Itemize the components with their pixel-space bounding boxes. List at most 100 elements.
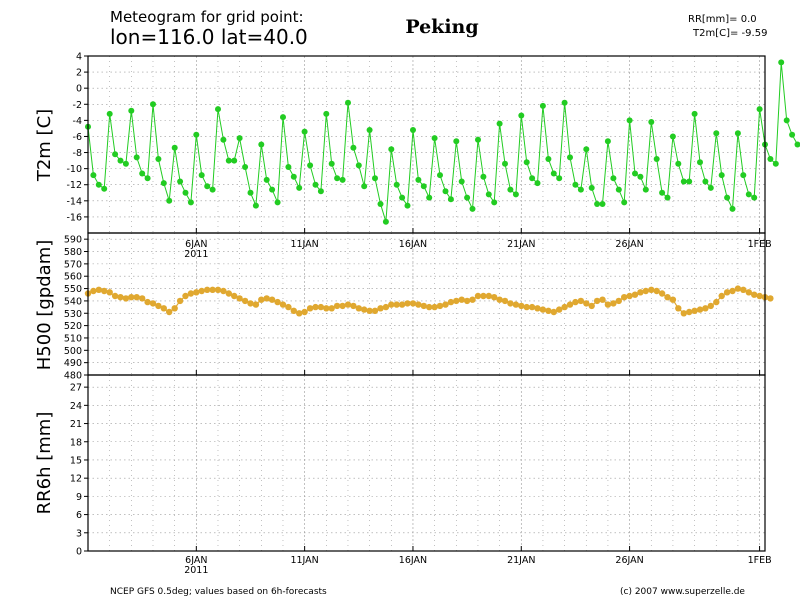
t2m-point [280,114,286,121]
h500-point [572,298,579,306]
t2m-point [751,194,758,201]
t2m-point [122,160,129,167]
t2m-point [339,176,346,183]
h500-point [166,308,173,316]
h500-point [556,306,563,313]
t2m-point [604,138,611,145]
t2m-point [659,189,666,196]
t2m-point [328,160,335,167]
t2m-point [734,130,741,137]
h500-point [675,305,682,312]
h500-point [90,287,97,295]
h500-point [160,305,167,312]
y-tick-label: 15 [70,455,82,466]
h500-point [447,298,455,306]
t2m-point [642,186,649,193]
h500-point [561,303,568,311]
t2m-point [366,127,373,133]
x-tick-label: 1FEB [748,555,772,566]
h500-point [518,302,525,310]
t2m-point [312,181,319,188]
t2m-point [258,141,265,148]
x-tick-label: 26JAN [615,555,643,566]
h500-point [583,300,590,307]
h500-point [209,286,216,293]
h500-point [686,308,693,316]
t2m-point [296,184,303,191]
h500-point [193,289,200,296]
t2m-point [653,156,660,162]
h500-point [637,289,644,296]
h500-point [241,297,249,305]
h500-point [247,300,254,307]
t2m-point [756,106,763,113]
y-tick-label: 27 [70,383,82,394]
t2m-point [480,173,487,180]
h500-point [274,298,281,306]
y-tick-label: 490 [64,358,82,369]
t2m-point [95,181,102,188]
h500-point [713,298,720,306]
rr-readout: RR[mm]= 0.0 [688,14,757,25]
t2m-point [345,99,351,106]
h500-axis-label: H500 [gpdam] [34,240,55,371]
h500-point [528,303,536,311]
t2m-point [215,106,221,113]
t2m-point [274,199,281,206]
x-tick-label: 6JAN [185,555,207,566]
t2m-point [139,170,146,177]
h500-point [496,296,503,303]
t2m-point [247,189,254,196]
h500-point [236,295,243,302]
h500-point [648,286,655,293]
h500-point [599,296,606,303]
axis-layer: -16-14-12-10-8-6-4-202448049050051052053… [64,52,772,577]
h500-point [279,301,287,308]
h500-point [355,305,362,312]
h500-point [139,295,146,302]
h500-point [642,287,649,295]
t2m-point [442,188,449,195]
t2m-point [691,110,698,117]
h500-point [133,294,140,301]
h500-point [507,300,514,307]
h500-point [198,287,205,295]
h500-point [382,303,390,311]
t2m-point [469,205,476,212]
y-tick-label: -4 [73,116,82,127]
y-tick-label: 580 [64,247,82,258]
h500-point [268,296,276,303]
t2m-point [789,131,796,138]
h500-point [420,302,427,310]
h500-point [691,307,698,314]
t2m-point [128,107,135,114]
t2m-point [334,175,341,182]
y-tick-label: 510 [64,333,82,344]
y-tick-label: -8 [73,148,82,159]
h500-point [182,292,189,300]
h500-point [252,301,260,308]
t2m-point [626,117,633,124]
location-title: Peking [405,16,478,38]
t2m-point [236,135,243,142]
h500-point [225,290,232,297]
header-line2: lon=116.0 lat=40.0 [110,25,308,49]
h500-point [398,301,406,308]
h500-point [751,291,758,298]
x-year-label: 2011 [184,565,208,576]
t2m-point [187,199,194,206]
t2m-point [664,194,671,201]
h500-point [664,294,671,301]
t2m-point [458,178,465,185]
h500-point [187,290,195,297]
t2m-point [534,180,541,187]
h500-point [371,307,379,314]
t2m-point [610,175,617,182]
h500-point [388,301,395,308]
t2m-series-line [87,62,798,222]
t2m-point [767,156,774,162]
y-tick-label: 12 [70,474,82,485]
h500-point [393,301,400,308]
h500-point [301,308,308,316]
h500-point [523,303,530,311]
